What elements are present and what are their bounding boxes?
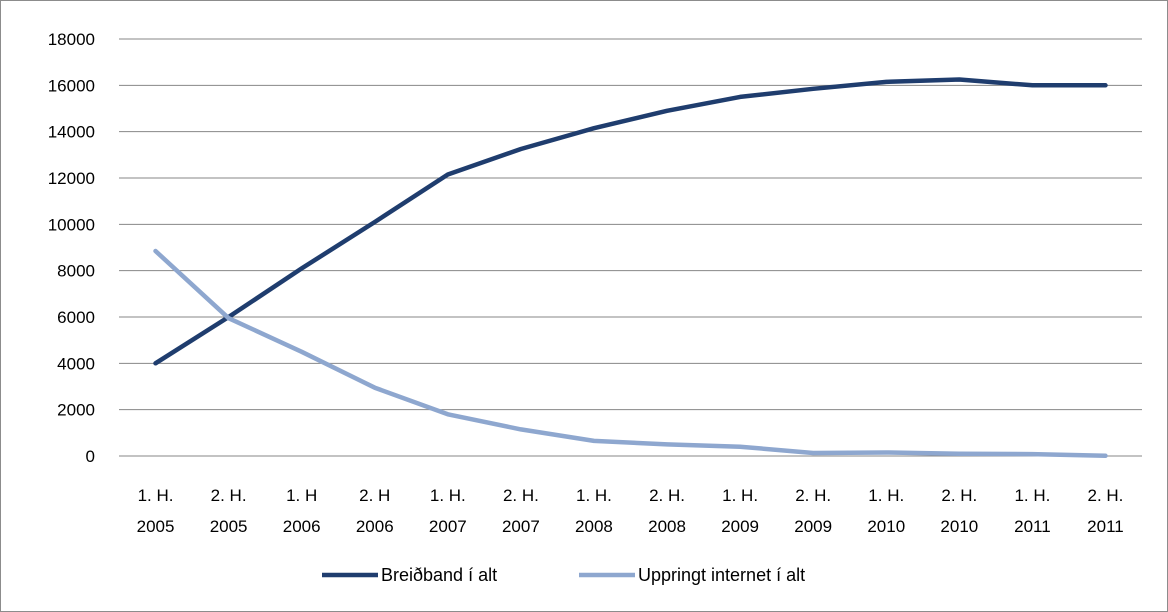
y-axis: 0 2000 4000 6000 8000 10000 12000 14000 16000 180… xyxy=(48,30,95,466)
legend-label-2: Uppringt internet í alt xyxy=(638,565,805,585)
x-tick-label: 2. H. 2008 xyxy=(648,486,686,536)
y-tick-label: 0 xyxy=(86,447,95,466)
x-tick-label: 1. H. 2011 xyxy=(1014,486,1051,536)
x-tick-label: 2. H. 2005 xyxy=(210,486,248,536)
x-tick-label: 2. H 2006 xyxy=(356,486,394,536)
x-tick-label: 1. H. 2007 xyxy=(429,486,467,536)
x-tick-label: 2. H. 2009 xyxy=(794,486,832,536)
x-tick-label: 2. H. 2010 xyxy=(940,486,978,536)
y-tick-label: 6000 xyxy=(57,308,95,327)
x-tick-label: 1. H 2006 xyxy=(283,486,321,536)
y-tick-label: 8000 xyxy=(57,262,95,281)
y-tick-label: 18000 xyxy=(48,30,95,49)
series-lines xyxy=(153,77,1108,459)
x-tick-label: 1. H. 2008 xyxy=(575,486,613,536)
y-tick-label: 14000 xyxy=(48,123,95,142)
series-line-1 xyxy=(153,77,1108,366)
x-tick-label: 1. H. 2005 xyxy=(137,486,175,536)
y-tick-label: 2000 xyxy=(57,401,95,420)
x-tick-label: 2. H. 2011 xyxy=(1087,486,1124,536)
y-tick-label: 4000 xyxy=(57,354,95,373)
y-tick-label: 16000 xyxy=(48,76,95,95)
legend-label-1: Breiðband í alt xyxy=(381,565,497,585)
x-tick-label: 2. H. 2007 xyxy=(502,486,540,536)
legend: Breiðband í alt Uppringt internet í alt xyxy=(322,565,805,585)
series-line-2 xyxy=(153,248,1108,459)
y-tick-label: 10000 xyxy=(48,215,95,234)
x-tick-label: 1. H. 2010 xyxy=(867,486,905,536)
gridlines xyxy=(119,38,1142,457)
x-axis: 1. H. 2005 2. H. 2005 1. H 2006 2. H 2006 1. H. 2… xyxy=(137,486,1124,536)
y-tick-label: 12000 xyxy=(48,169,95,188)
x-tick-label: 1. H. 2009 xyxy=(721,486,759,536)
